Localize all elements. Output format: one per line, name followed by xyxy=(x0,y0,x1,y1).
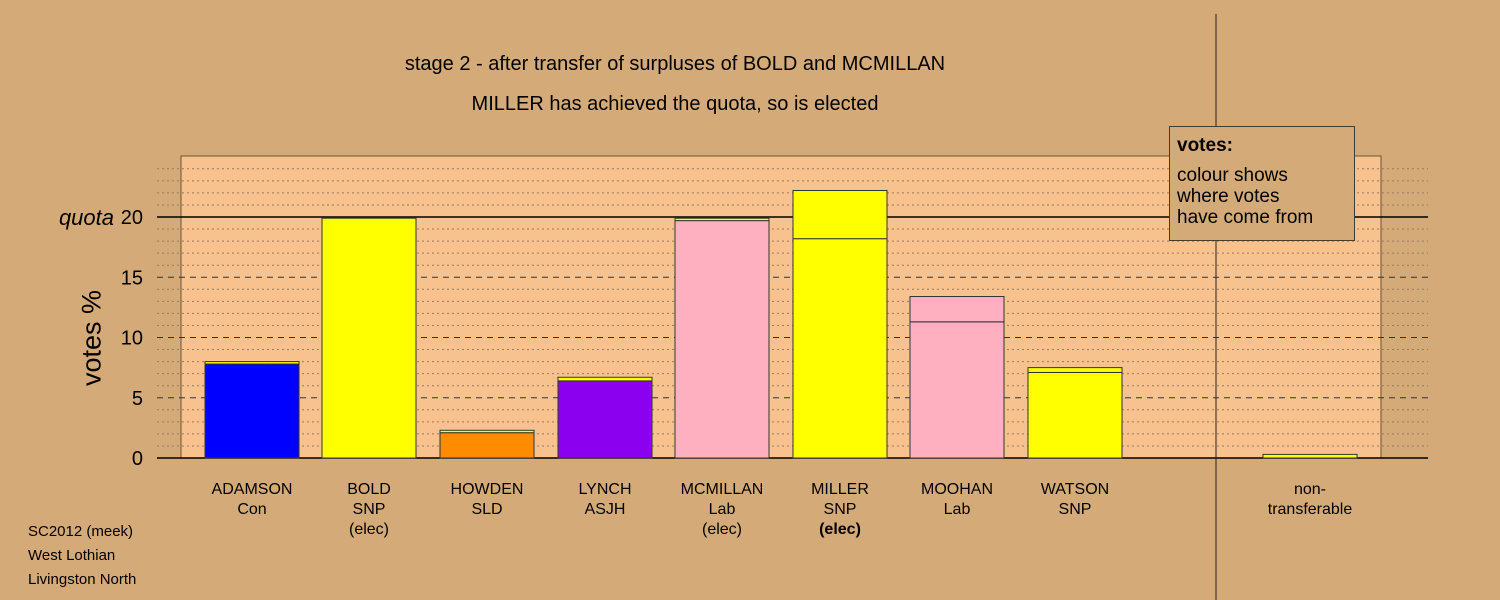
bar-lynch-segment-0 xyxy=(557,380,653,459)
y-tick-label: 0 xyxy=(132,448,143,470)
candidate-party: Lab xyxy=(708,501,736,518)
footer-ward: Livingston North xyxy=(28,571,137,588)
legend-line-1: colour shows xyxy=(1177,165,1288,186)
candidate-label-adamson: ADAMSON Con xyxy=(187,480,317,520)
footer-council: West Lothian xyxy=(28,547,116,564)
legend-line-3: have come from xyxy=(1177,207,1314,228)
legend-title: votes: xyxy=(1177,135,1233,156)
chart-subtitle: MILLER has achieved the quota, so is ele… xyxy=(471,93,879,115)
chart-title: stage 2 - after transfer of surpluses of… xyxy=(404,53,946,75)
non-transferable-line-2: transferable xyxy=(1267,501,1353,518)
bar-howden-segment-1 xyxy=(439,429,535,434)
y-tick-label: 5 xyxy=(132,388,143,410)
bar-howden-segment-0 xyxy=(439,432,535,459)
candidate-label-watson: WATSON SNP xyxy=(1010,480,1140,520)
candidate-party: Con xyxy=(237,501,267,518)
bar-watson-segment-0 xyxy=(1027,371,1123,459)
candidate-note: (elec) xyxy=(701,521,742,538)
candidate-label-moohan: MOOHAN Lab xyxy=(892,480,1022,520)
candidate-name: WATSON xyxy=(1040,481,1110,498)
candidate-label-lynch: LYNCH ASJH xyxy=(540,480,670,520)
candidate-party: SNP xyxy=(1058,501,1092,518)
candidate-party: SLD xyxy=(471,501,503,518)
bar-miller-segment-1 xyxy=(792,189,888,240)
y-tick-label: 10 xyxy=(121,328,143,350)
candidate-label-howden: HOWDEN SLD xyxy=(422,480,552,520)
bar-moohan-segment-0 xyxy=(909,321,1005,459)
candidate-party: ASJH xyxy=(584,501,626,518)
candidate-name: MILLER xyxy=(811,481,869,498)
quota-label: quota xyxy=(59,205,114,230)
candidate-label-mcmillan: MCMILLAN Lab (elec) xyxy=(657,480,787,540)
bar-adamson-segment-0 xyxy=(204,363,300,459)
candidate-name: ADAMSON xyxy=(211,481,293,498)
bar-moohan-segment-1 xyxy=(909,296,1005,323)
candidate-name: LYNCH xyxy=(578,481,632,498)
candidate-party: SNP xyxy=(352,501,386,518)
bar-non-transferable-segment-0 xyxy=(1262,453,1358,459)
non-transferable-line-1: non- xyxy=(1293,481,1327,498)
candidate-note: (elec) xyxy=(819,521,861,538)
candidate-label-bold: BOLD SNP (elec) xyxy=(304,480,434,540)
non-transferable-label: non- transferable xyxy=(1245,480,1375,520)
y-tick-label: 15 xyxy=(121,267,143,289)
bar-mcmillan-segment-1 xyxy=(674,217,770,222)
bar-miller-segment-0 xyxy=(792,238,888,459)
bar-bold-segment-0 xyxy=(321,217,417,459)
candidate-note: (elec) xyxy=(348,521,389,538)
legend-line-2: where votes xyxy=(1177,186,1280,207)
bar-watson-segment-1 xyxy=(1027,367,1123,373)
candidate-name: MCMILLAN xyxy=(680,481,764,498)
bar-lynch-segment-1 xyxy=(557,376,653,382)
legend: votes: colour shows where votes have com… xyxy=(1169,126,1355,241)
y-tick-label: 20 xyxy=(121,207,143,229)
y-axis-title: votes % xyxy=(76,289,107,387)
bar-adamson-segment-1 xyxy=(204,361,300,365)
candidate-name: BOLD xyxy=(347,481,391,498)
candidate-party: Lab xyxy=(943,501,971,518)
candidate-name: MOOHAN xyxy=(921,481,993,498)
candidate-label-miller: MILLER SNP (elec) xyxy=(775,480,905,540)
footer-source: SC2012 (meek) xyxy=(28,523,134,540)
bar-mcmillan-segment-0 xyxy=(674,220,770,459)
candidate-name: HOWDEN xyxy=(450,481,524,498)
candidate-party: SNP xyxy=(823,501,857,518)
